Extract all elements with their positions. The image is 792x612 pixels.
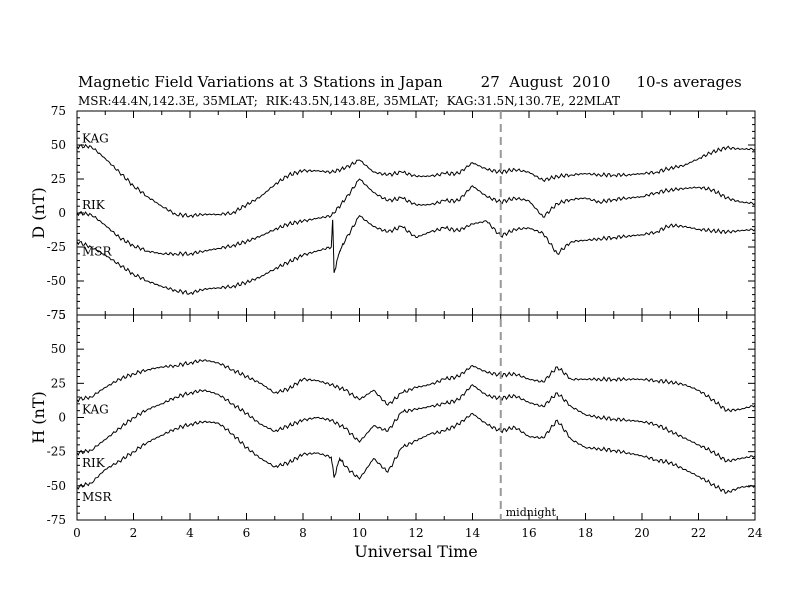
chart-title-averaging: 10-s averages bbox=[636, 73, 742, 91]
x-tick-label: 20 bbox=[634, 526, 649, 540]
chart-title: Magnetic Field Variations at 3 Stations … bbox=[78, 73, 742, 91]
x-tick-label: 12 bbox=[408, 526, 423, 540]
panel-top-frame bbox=[76, 110, 756, 316]
y-axis-label-top: D (nT) bbox=[29, 187, 48, 238]
series-line-bottom-rik bbox=[76, 384, 756, 463]
series-label-bottom-rik: RIK bbox=[82, 456, 106, 470]
x-tick-label: 24 bbox=[747, 526, 763, 540]
series-label-top-rik: RIK bbox=[82, 198, 106, 212]
y-tick-label-top: -25 bbox=[47, 240, 66, 254]
y-axis-label-bottom: H (nT) bbox=[29, 391, 48, 444]
y-tick-label-bottom: 0 bbox=[58, 411, 66, 425]
y-tick-label-bottom: -25 bbox=[47, 445, 66, 459]
x-axis-label: Universal Time bbox=[354, 542, 477, 561]
y-tick-label-bottom: -50 bbox=[47, 479, 66, 493]
series-line-top-rik bbox=[76, 178, 756, 257]
x-tick-label: 8 bbox=[299, 526, 307, 540]
series-label-bottom-msr: MSR bbox=[82, 490, 113, 504]
x-tick-label: 18 bbox=[578, 526, 593, 540]
chart-title-main: Magnetic Field Variations at 3 Stations … bbox=[78, 73, 443, 91]
x-tick-label: 2 bbox=[130, 526, 138, 540]
y-tick-label-bottom: 75 bbox=[51, 308, 66, 322]
x-tick-label: 10 bbox=[352, 526, 367, 540]
series-label-top-kag: KAG bbox=[82, 131, 109, 145]
y-tick-label-bottom: 25 bbox=[51, 376, 66, 390]
series-label-top-msr: MSR bbox=[82, 245, 113, 259]
series-line-top-msr bbox=[76, 215, 756, 296]
y-tick-label-top: -50 bbox=[47, 274, 66, 288]
chart-title-date: 27 August 2010 bbox=[480, 73, 611, 91]
x-tick-label: 22 bbox=[691, 526, 706, 540]
y-tick-label-top: -75 bbox=[47, 308, 66, 322]
x-tick-label: 6 bbox=[243, 526, 251, 540]
y-tick-label-top: 0 bbox=[58, 206, 66, 220]
midnight-annotation: midnight bbox=[506, 506, 557, 519]
x-tick-label: 16 bbox=[521, 526, 536, 540]
y-tick-label-bottom: 50 bbox=[51, 342, 66, 356]
series-label-bottom-kag: KAG bbox=[82, 403, 109, 417]
station-info-rik: RIK:43.5N,143.8E, 35MLAT; bbox=[265, 94, 439, 108]
series-line-top-kag bbox=[76, 143, 756, 219]
y-tick-label-top: 50 bbox=[51, 138, 66, 152]
x-tick-label: 4 bbox=[186, 526, 194, 540]
station-info-msr: MSR:44.4N,142.3E, 35MLAT; bbox=[78, 94, 258, 108]
panel-bottom-frame bbox=[76, 314, 756, 521]
y-tick-label-bottom: -75 bbox=[47, 513, 66, 527]
x-tick-label: 0 bbox=[73, 526, 81, 540]
series-line-bottom-kag bbox=[76, 359, 756, 413]
station-info-kag: KAG:31.5N,130.7E, 22MLAT bbox=[446, 94, 621, 108]
y-tick-label-top: 25 bbox=[51, 172, 66, 186]
x-tick-label: 14 bbox=[465, 526, 481, 540]
y-tick-label-top: 75 bbox=[51, 104, 66, 118]
chart-subtitle: MSR:44.4N,142.3E, 35MLAT; RIK:43.5N,143.8… bbox=[78, 94, 620, 108]
series-line-bottom-msr bbox=[76, 412, 756, 494]
